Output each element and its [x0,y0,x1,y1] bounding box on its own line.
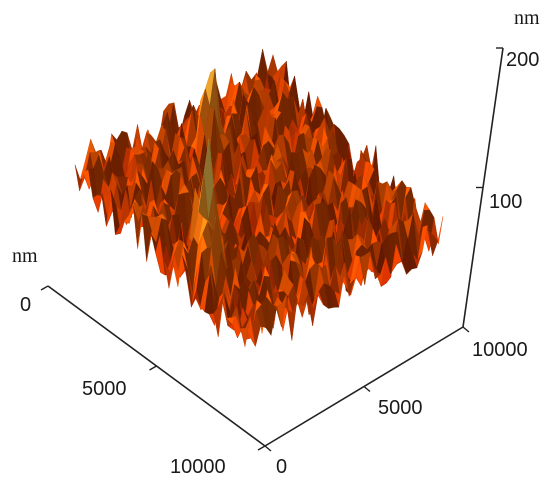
z-axis-unit: nm [514,7,540,29]
surface-cell [240,316,251,347]
y-tick-label-5000: 5000 [378,397,423,419]
y-axis-tick [363,385,371,393]
x-tick-label-10000: 10000 [170,456,226,478]
y-axis-tick [462,326,470,333]
y-tick-label-0: 0 [276,456,287,478]
z-tick-label-100: 100 [489,191,522,213]
x-axis-unit: nm [12,245,38,267]
axis-ticks [40,47,503,452]
z-tick-label-200: 200 [506,49,539,71]
x-axis-tick [40,285,49,291]
y-tick-label-10000: 10000 [472,339,528,361]
x-axis-tick [149,365,157,371]
surface-mesh [74,49,444,348]
x-tick-label-0: 0 [20,294,31,316]
y-axis-tick [264,445,272,452]
x-tick-label-5000: 5000 [82,378,127,400]
x-axis-tick [257,445,266,451]
